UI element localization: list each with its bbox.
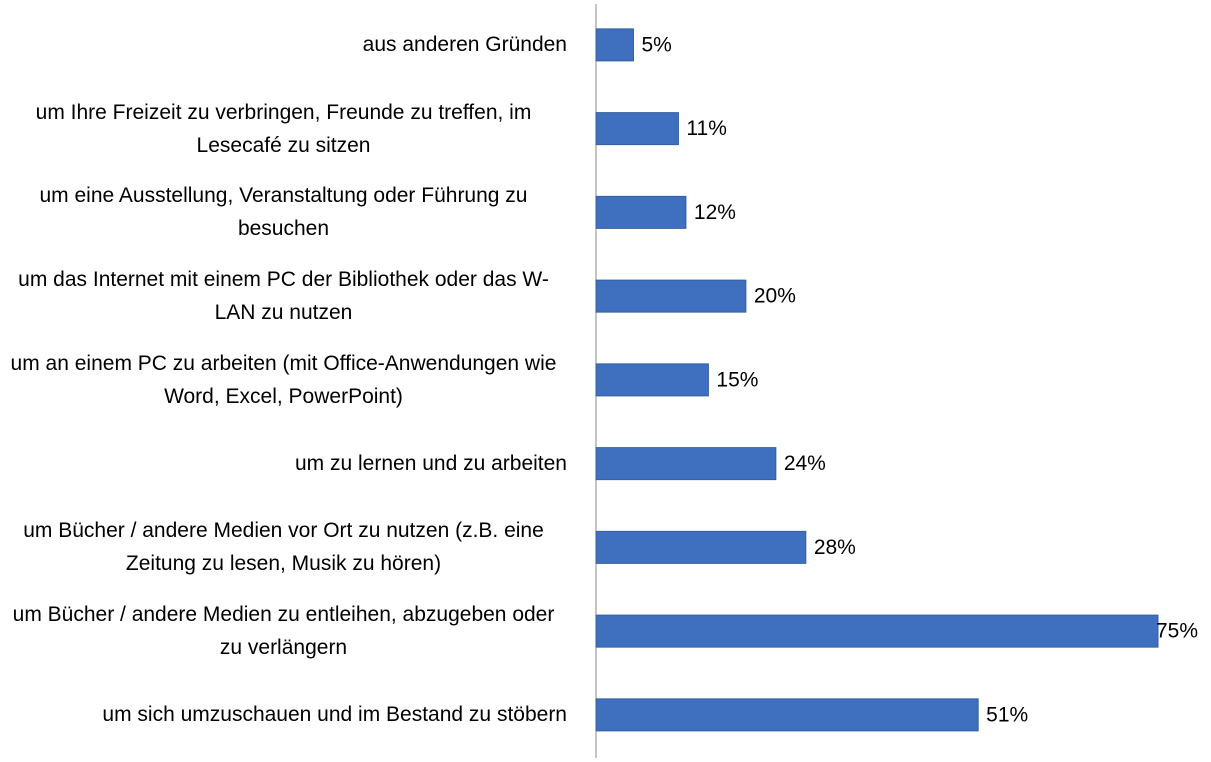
category-label: um das Internet mit einem PC der Bibliot… [18, 268, 549, 325]
category-label-box: um eine Ausstellung, Veranstaltung oder … [0, 171, 567, 255]
category-label-box: um sich umzuschauen und im Bestand zu st… [0, 673, 567, 757]
category-label-box: um zu lernen und zu arbeiten [0, 422, 567, 506]
bar [595, 28, 634, 62]
value-label: 11% [686, 117, 726, 140]
category-label: um sich umzuschauen und im Bestand zu st… [102, 703, 567, 727]
value-label: 20% [754, 285, 796, 308]
category-label: um eine Ausstellung, Veranstaltung oder … [39, 184, 528, 241]
category-label-box: um das Internet mit einem PC der Bibliot… [0, 254, 567, 338]
bar [595, 279, 747, 313]
bar [595, 614, 1159, 648]
bar [595, 447, 777, 481]
category-label: um Ihre Freizeit zu verbringen, Freunde … [35, 100, 532, 157]
value-label: 51% [986, 703, 1028, 726]
value-label: 12% [694, 201, 736, 224]
category-label-box: um an einem PC zu arbeiten (mit Office-A… [0, 338, 567, 422]
bar [595, 112, 679, 146]
category-label-box: um Bücher / andere Medien vor Ort zu nut… [0, 506, 567, 590]
bar [595, 195, 687, 229]
bar [595, 698, 979, 732]
value-label: 5% [641, 33, 671, 56]
bar [595, 363, 709, 397]
category-label-box: aus anderen Gründen [0, 3, 567, 87]
value-label: 24% [784, 452, 826, 475]
value-label: 15% [716, 368, 758, 391]
category-label: um Bücher / andere Medien vor Ort zu nut… [23, 519, 544, 576]
category-label-box: um Bücher / andere Medien zu entleihen, … [0, 589, 567, 673]
value-label: 75% [1156, 620, 1198, 643]
category-label: um Bücher / andere Medien zu entleihen, … [12, 603, 555, 660]
category-label: um zu lernen und zu arbeiten [294, 452, 567, 476]
bar [595, 530, 807, 564]
value-label: 28% [814, 536, 856, 559]
category-label: um an einem PC zu arbeiten (mit Office-A… [10, 351, 557, 408]
category-label: aus anderen Gründen [362, 33, 567, 57]
category-label-box: um Ihre Freizeit zu verbringen, Freunde … [0, 87, 567, 171]
